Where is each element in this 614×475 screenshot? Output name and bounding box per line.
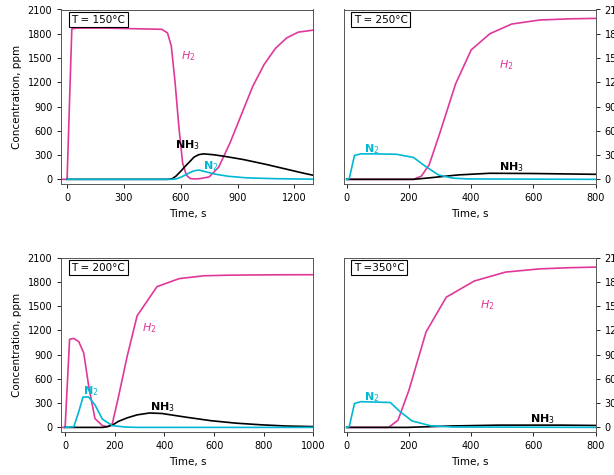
Text: N$_2$: N$_2$ [203, 159, 219, 173]
Text: H$_2$: H$_2$ [481, 298, 495, 312]
Text: N$_2$: N$_2$ [364, 390, 379, 404]
Text: H$_2$: H$_2$ [181, 50, 195, 64]
Text: N$_2$: N$_2$ [364, 142, 379, 156]
Text: H$_2$: H$_2$ [499, 58, 514, 72]
Text: NH$_3$: NH$_3$ [530, 412, 555, 426]
Text: T = 250°C: T = 250°C [354, 15, 408, 25]
Text: T = 200°C: T = 200°C [71, 263, 125, 273]
Y-axis label: Concentration, ppm: Concentration, ppm [12, 45, 22, 149]
X-axis label: Time, s: Time, s [169, 457, 206, 467]
Text: NH$_3$: NH$_3$ [499, 160, 524, 174]
Text: H$_2$: H$_2$ [142, 321, 157, 335]
X-axis label: Time, s: Time, s [169, 209, 206, 219]
X-axis label: Time, s: Time, s [451, 457, 488, 467]
Text: T = 150°C: T = 150°C [71, 15, 125, 25]
Text: NH$_3$: NH$_3$ [175, 139, 200, 152]
Y-axis label: Concentration, ppm: Concentration, ppm [12, 293, 22, 397]
Text: NH$_3$: NH$_3$ [150, 400, 174, 414]
Text: N$_2$: N$_2$ [83, 384, 99, 398]
Text: T =350°C: T =350°C [354, 263, 404, 273]
X-axis label: Time, s: Time, s [451, 209, 488, 219]
